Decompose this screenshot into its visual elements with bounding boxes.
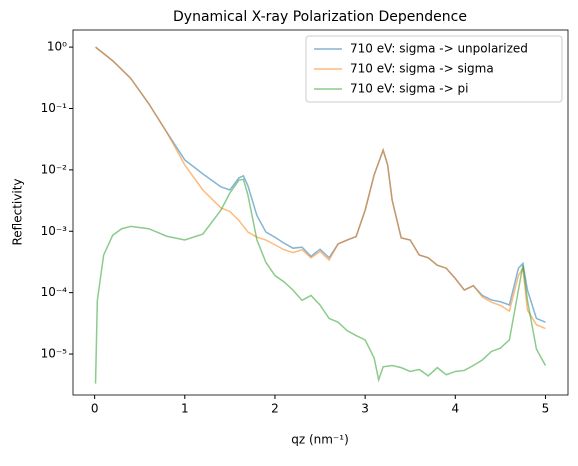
legend-box — [305, 35, 563, 103]
chart-title: Dynamical X-ray Polarization Dependence — [173, 9, 467, 25]
series-line — [95, 46, 546, 330]
x-tick-label: 5 — [542, 402, 550, 416]
y-axis-label: Reflectivity — [11, 178, 25, 245]
plot-frame — [72, 29, 569, 396]
legend-label: 710 eV: sigma -> unpolarized — [350, 42, 528, 56]
series-line — [94, 178, 547, 384]
y-tick-label: 10⁻⁴ — [41, 285, 68, 299]
x-tick-label: 0 — [91, 402, 99, 416]
x-axis-label: qz (nm⁻¹) — [291, 433, 349, 447]
y-tick-label: 10⁰ — [47, 40, 67, 54]
legend-label: 710 eV: sigma -> sigma — [350, 62, 494, 76]
x-tick-label: 2 — [271, 402, 279, 416]
x-tick-label: 3 — [361, 402, 369, 416]
x-tick-label: 4 — [451, 402, 459, 416]
y-tick-label: 10⁻⁵ — [41, 347, 68, 361]
y-tick-label: 10⁻¹ — [41, 101, 68, 115]
y-tick-label: 10⁻² — [41, 162, 68, 176]
legend-label: 710 eV: sigma -> pi — [350, 82, 468, 96]
y-tick-label: 10⁻³ — [41, 224, 68, 238]
x-tick-label: 1 — [181, 402, 189, 416]
